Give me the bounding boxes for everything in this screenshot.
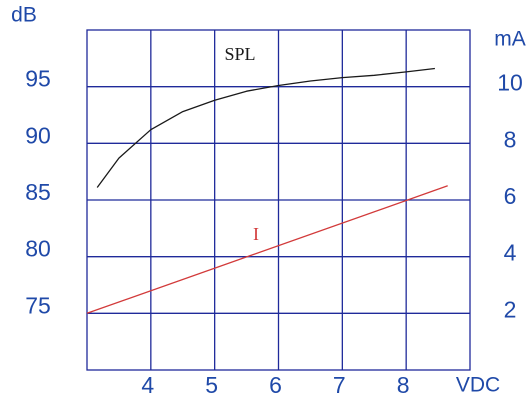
x-axis-label: VDC <box>456 374 500 397</box>
y2-axis-label: mA <box>494 28 526 51</box>
y2-tick-label: 2 <box>504 296 517 322</box>
y-tick-label: 80 <box>25 236 51 262</box>
y2-tick-label: 6 <box>504 183 517 209</box>
y2-tick-label: 8 <box>504 126 517 152</box>
y-tick-label: 95 <box>25 66 51 92</box>
y-tick-label: 75 <box>25 292 51 318</box>
y-axis-label: dB <box>11 4 37 27</box>
y2-tick-label: 4 <box>504 240 517 266</box>
x-tick-label: 5 <box>205 372 218 398</box>
y2-tick-label: 10 <box>497 70 523 96</box>
x-tick-label: 4 <box>141 372 154 398</box>
y-tick-label: 90 <box>25 122 51 148</box>
x-tick-label: 8 <box>397 372 410 398</box>
y-tick-label: 85 <box>25 179 51 205</box>
series-line <box>96 67 435 188</box>
series-label: I <box>253 224 259 244</box>
x-tick-label: 7 <box>333 372 346 398</box>
series-label: SPL <box>224 44 255 64</box>
series-line <box>86 185 448 314</box>
x-tick-label: 6 <box>269 372 282 398</box>
